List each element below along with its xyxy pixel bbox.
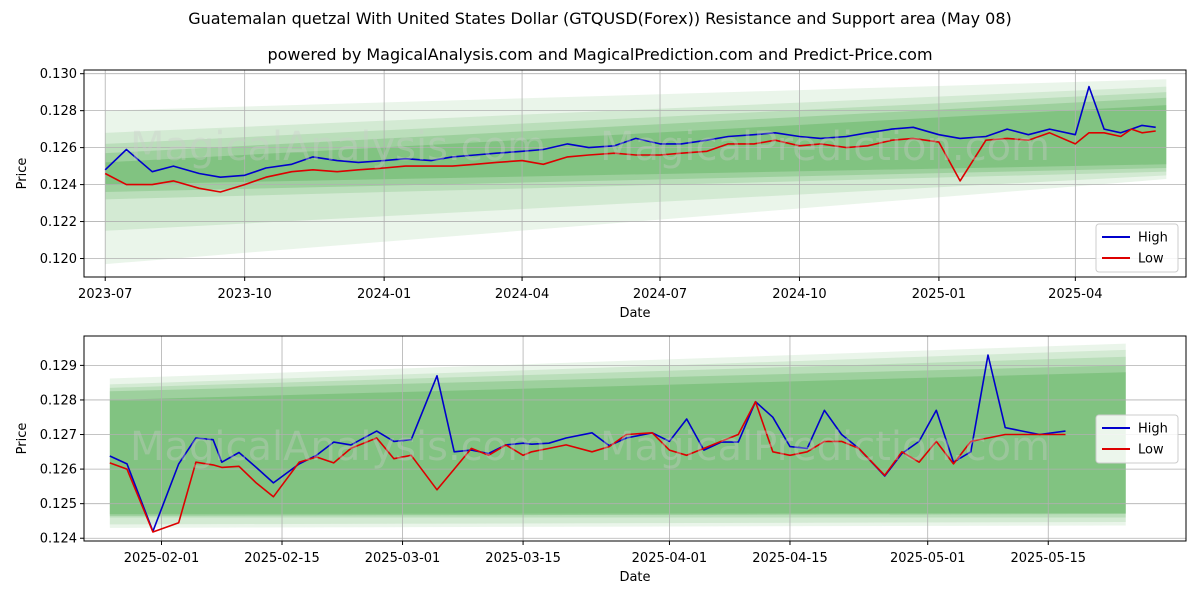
plot-frame — [83, 335, 1187, 542]
legend-label-high: High — [1138, 422, 1168, 437]
y-tick-label: 0.128 — [40, 104, 77, 119]
support-resistance-band-0 — [105, 79, 1167, 265]
x-tick-label: 2025-02-15 — [244, 551, 320, 566]
legend-label-low: Low — [1138, 443, 1164, 458]
x-tick-label: 2025-03-01 — [365, 551, 441, 566]
x-tick-label: 2023-10 — [218, 287, 272, 302]
x-tick-label: 2025-02-01 — [124, 551, 200, 566]
x-axis-label: Date — [619, 306, 650, 321]
series-line-low — [104, 128, 1156, 193]
watermark-text: MagicalAnalysis.com — [130, 424, 546, 470]
y-tick-label: 0.124 — [40, 178, 77, 193]
watermark-text: MagicalPrediction.com — [600, 424, 1050, 470]
x-tick-label: 2023-07 — [78, 287, 132, 302]
x-tick-label: 2025-01 — [912, 287, 966, 302]
x-tick-label: 2024-07 — [633, 287, 687, 302]
top-chart-panel: MagicalAnalysis.com MagicalPrediction.com… — [15, 67, 1187, 321]
plot-area — [84, 336, 1186, 541]
y-tick-label: 0.126 — [40, 463, 77, 478]
series-line-low — [109, 400, 1066, 533]
plot-contents — [84, 336, 1186, 541]
support-resistance-band-4 — [109, 372, 1126, 516]
y-tick-label: 0.129 — [40, 359, 77, 374]
x-tick-label: 2024-10 — [772, 287, 826, 302]
x-tick-label: 2025-03-15 — [485, 551, 561, 566]
y-tick-label: 0.130 — [40, 67, 77, 82]
y-tick-label: 0.124 — [40, 532, 77, 547]
legend-label-low: Low — [1138, 252, 1164, 267]
bottom-chart-panel: MagicalAnalysis.com MagicalPrediction.com… — [15, 335, 1187, 585]
x-tick-label: 2025-04-01 — [632, 551, 708, 566]
chart-subtitle: powered by MagicalAnalysis.com and Magic… — [267, 45, 933, 64]
y-tick-label: 0.127 — [40, 428, 77, 443]
support-resistance-band-2 — [105, 92, 1167, 200]
plot-contents — [84, 70, 1186, 277]
support-resistance-band-1 — [105, 86, 1167, 231]
y-tick-label: 0.126 — [40, 141, 77, 156]
series-line-high — [104, 85, 1156, 178]
x-tick-label: 2025-05-15 — [1010, 551, 1086, 566]
x-tick-label: 2025-04-15 — [752, 551, 828, 566]
y-axis-label: Price — [15, 158, 30, 190]
y-tick-label: 0.120 — [40, 252, 77, 267]
x-tick-label: 2025-05-01 — [890, 551, 966, 566]
legend: High Low — [1095, 414, 1179, 464]
x-tick-label: 2024-04 — [495, 287, 549, 302]
plot-frame — [83, 69, 1187, 278]
y-tick-label: 0.125 — [40, 497, 77, 512]
support-resistance-band-0 — [109, 343, 1126, 528]
chart-title: Guatemalan quetzal With United States Do… — [188, 9, 1012, 28]
x-axis-label: Date — [619, 570, 650, 585]
x-tick-label: 2024-01 — [357, 287, 411, 302]
y-axis-label: Price — [15, 423, 30, 455]
series-line-high — [109, 354, 1066, 533]
y-tick-label: 0.128 — [40, 393, 77, 408]
legend: High Low — [1095, 223, 1179, 273]
x-tick-label: 2025-04 — [1048, 287, 1102, 302]
plot-area — [84, 70, 1186, 277]
support-resistance-band-1 — [109, 349, 1126, 525]
watermark-text: MagicalAnalysis.com — [130, 124, 546, 170]
watermark-text: MagicalPrediction.com — [600, 124, 1050, 170]
support-resistance-band-4 — [105, 105, 1167, 185]
y-tick-label: 0.122 — [40, 215, 77, 230]
legend-label-high: High — [1138, 231, 1168, 246]
support-resistance-band-2 — [109, 356, 1126, 518]
